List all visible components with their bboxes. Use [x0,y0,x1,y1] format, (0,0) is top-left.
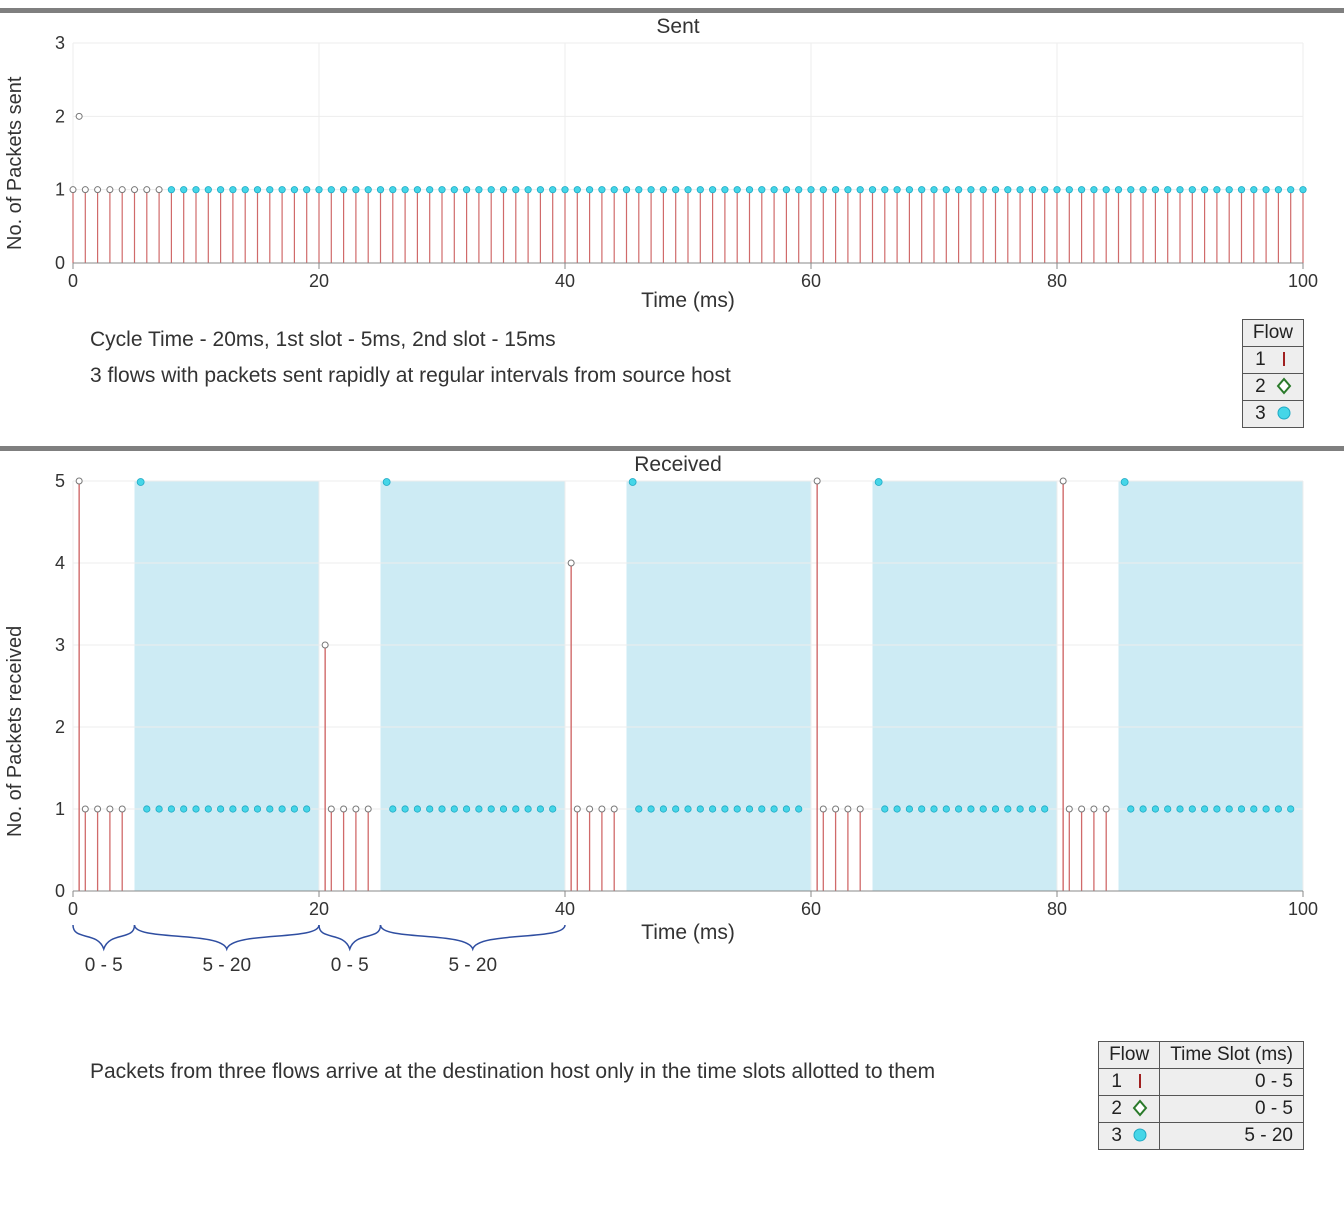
legend-bottom: Flow Time Slot (ms) 1 0 - 52 0 - 53 5 - … [1098,1041,1304,1150]
svg-text:2: 2 [55,106,65,126]
received-section: No. of Packets received Received01234502… [0,451,1344,1160]
legend-bottom-flow-cell: 2 [1099,1096,1160,1123]
legend-top-row: 1 [1242,347,1303,374]
svg-text:80: 80 [1047,271,1067,291]
svg-text:0: 0 [68,899,78,919]
svg-text:60: 60 [801,899,821,919]
svg-text:40: 40 [555,899,575,919]
legend-top-row: 2 [1242,374,1303,401]
svg-text:Received: Received [634,453,722,476]
legend-top: Flow 1 2 3 [1242,319,1304,428]
svg-text:1: 1 [55,180,65,200]
sent-section: No. of Packets sent Sent0123020406080100… [0,13,1344,438]
svg-text:2: 2 [55,717,65,737]
legend-bottom-slot-cell: 0 - 5 [1160,1096,1304,1123]
svg-text:0: 0 [55,881,65,901]
received-ylabel: No. of Packets received [0,451,33,1011]
svg-text:4: 4 [55,553,65,573]
svg-text:40: 40 [555,271,575,291]
svg-text:100: 100 [1288,271,1318,291]
svg-text:5: 5 [55,471,65,491]
received-caption: Packets from three flows arrive at the d… [90,1011,1058,1093]
sent-caption-line2: 3 flows with packets sent rapidly at reg… [90,361,1202,391]
legend-bottom-h1: Flow [1099,1042,1160,1069]
received-chart: Received 0 1 2 3 4 5 0 20 40 60 80 100 Time (ms) 0 - 5… [33,451,1323,1011]
svg-text:20: 20 [309,899,329,919]
svg-text:20: 20 [309,271,329,291]
legend-bottom-flow-cell: 3 [1099,1123,1160,1150]
legend-top-row: 3 [1242,401,1303,428]
svg-text:Time (ms): Time (ms) [641,921,735,944]
sent-ylabel: No. of Packets sent [0,13,33,313]
legend-bottom-slot-cell: 0 - 5 [1160,1069,1304,1096]
received-caption-text: Packets from three flows arrive at the d… [90,1057,1058,1087]
legend-bottom-slot-cell: 5 - 20 [1160,1123,1304,1150]
legend-bottom-h2: Time Slot (ms) [1160,1042,1304,1069]
svg-text:80: 80 [1047,899,1067,919]
svg-text:Sent: Sent [656,15,699,38]
svg-text:0 - 5: 0 - 5 [85,955,123,976]
svg-text:3: 3 [55,635,65,655]
sent-chart: Sent 0 1 2 3 0 20 40 60 80 100 Time (ms) [33,13,1323,313]
sent-caption: Cycle Time - 20ms, 1st slot - 5ms, 2nd s… [90,319,1202,398]
svg-text:0 - 5: 0 - 5 [331,955,369,976]
legend-top-header: Flow [1242,320,1303,347]
sent-caption-line1: Cycle Time - 20ms, 1st slot - 5ms, 2nd s… [90,325,1202,355]
svg-text:5 - 20: 5 - 20 [202,955,251,976]
svg-text:60: 60 [801,271,821,291]
svg-text:0: 0 [68,271,78,291]
svg-text:100: 100 [1288,899,1318,919]
svg-text:1: 1 [55,799,65,819]
svg-text:5 - 20: 5 - 20 [448,955,497,976]
svg-text:3: 3 [55,33,65,53]
page: No. of Packets sent Sent0123020406080100… [0,8,1344,1160]
legend-bottom-flow-cell: 1 [1099,1069,1160,1096]
svg-text:0: 0 [55,253,65,273]
svg-text:Time (ms): Time (ms) [641,289,735,312]
